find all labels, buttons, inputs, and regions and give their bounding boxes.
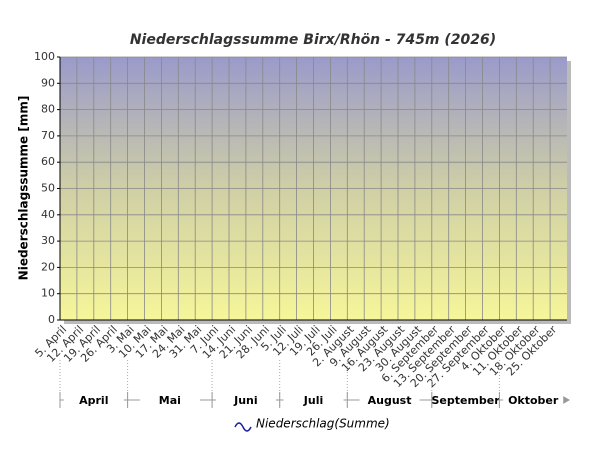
month-label: Oktober [508, 394, 559, 407]
month-label: April [79, 394, 108, 407]
month-label-bg [139, 393, 200, 407]
y-tick-label: 80 [41, 103, 55, 116]
month-label: Juli [303, 394, 323, 407]
y-tick-label: 30 [41, 234, 55, 247]
month-label-bg [215, 393, 276, 407]
y-tick-label: 60 [41, 155, 55, 168]
month-label: August [368, 394, 412, 407]
month-label-bg [283, 393, 344, 407]
month-arrow [563, 396, 570, 404]
y-tick-label: 90 [41, 76, 55, 89]
y-tick-label: 20 [41, 260, 55, 273]
month-label-bg [63, 393, 124, 407]
legend-swatch [234, 422, 252, 432]
y-tick-label: 70 [41, 129, 55, 142]
y-tick-label: 50 [41, 182, 55, 195]
y-tick-label: 0 [48, 313, 55, 326]
y-axis-label: Niederschlagssumme [mm] [17, 96, 31, 281]
legend-label: Niederschlag(Summe) [256, 417, 390, 431]
month-label: Juni [233, 394, 258, 407]
chart-title: Niederschlagssumme Birx/Rhön - 745m (202… [130, 32, 496, 48]
month-label-bg [435, 393, 496, 407]
y-tick-label: 10 [41, 287, 55, 300]
month-label: Mai [159, 394, 181, 407]
month-label: September [431, 394, 500, 407]
y-tick-label: 40 [41, 208, 55, 221]
month-label-bg [503, 393, 564, 407]
y-tick-label: 100 [34, 50, 55, 63]
month-label-bg [359, 393, 420, 407]
